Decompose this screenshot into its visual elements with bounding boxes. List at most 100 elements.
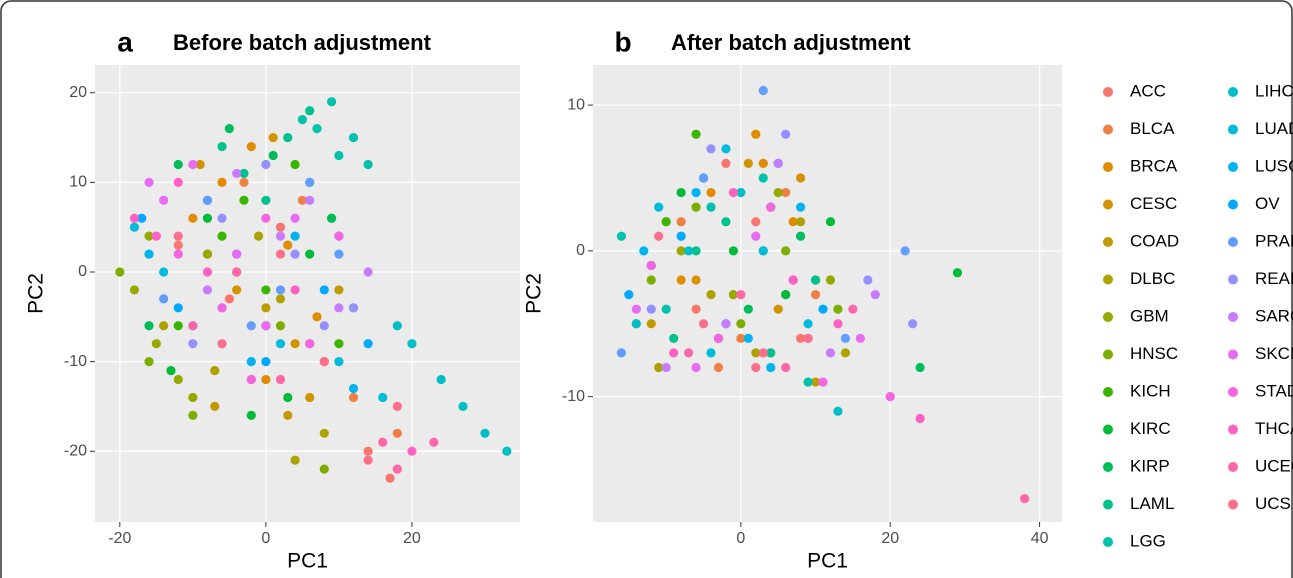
point — [698, 173, 709, 183]
point — [743, 304, 753, 314]
y-tick-label: -20 — [64, 442, 87, 459]
point — [691, 362, 701, 373]
point — [736, 333, 746, 343]
point — [217, 141, 227, 152]
point — [766, 348, 776, 358]
point — [691, 202, 701, 212]
legend-swatch — [1228, 312, 1238, 322]
point — [721, 158, 731, 168]
point — [810, 377, 821, 387]
x-tick-label: 0 — [736, 530, 745, 547]
legend-swatch — [1103, 237, 1113, 247]
point — [810, 275, 821, 285]
point — [275, 294, 286, 304]
point — [736, 319, 746, 329]
point — [210, 365, 220, 376]
x-axis-label: PC1 — [287, 550, 328, 573]
point — [706, 144, 716, 154]
legend-label: LUSC — [1255, 156, 1293, 175]
x-tick-label: 20 — [403, 530, 421, 547]
point — [305, 177, 315, 187]
point — [616, 231, 626, 241]
point — [721, 217, 731, 227]
point — [818, 304, 828, 314]
legend-label: LIHC — [1255, 81, 1293, 100]
point — [743, 158, 753, 168]
point — [232, 267, 242, 277]
legend-swatch — [1103, 462, 1113, 472]
legend-label: COAD — [1130, 231, 1179, 250]
x-axis-label: PC1 — [807, 550, 848, 573]
y-tick-label: 0 — [576, 242, 585, 259]
point — [275, 285, 286, 295]
point — [646, 319, 656, 329]
y-tick-label: 0 — [78, 263, 87, 280]
point — [915, 413, 925, 424]
point — [173, 231, 183, 241]
point — [217, 339, 227, 349]
point — [290, 213, 300, 223]
point — [202, 195, 213, 205]
point — [246, 374, 256, 385]
point — [297, 195, 307, 205]
point — [631, 304, 641, 314]
point — [706, 187, 716, 198]
point — [275, 249, 286, 259]
point — [758, 348, 768, 358]
point — [721, 144, 731, 154]
point — [319, 428, 329, 438]
point — [283, 410, 293, 420]
point — [326, 213, 337, 223]
point — [429, 437, 439, 447]
point — [654, 202, 664, 212]
point — [825, 217, 836, 227]
point — [151, 231, 161, 241]
x-tick-label: 20 — [881, 530, 899, 547]
point — [305, 106, 315, 116]
point — [766, 362, 776, 373]
point — [624, 289, 634, 300]
point — [261, 213, 271, 223]
point — [261, 285, 271, 295]
point — [334, 249, 344, 259]
point — [639, 246, 649, 256]
point — [818, 377, 828, 387]
point — [407, 446, 417, 456]
point — [855, 333, 865, 343]
point — [385, 473, 395, 483]
point — [691, 246, 701, 256]
point — [736, 289, 746, 300]
legend-swatch — [1103, 199, 1113, 210]
point — [224, 294, 234, 304]
point — [159, 195, 169, 205]
point — [363, 446, 373, 456]
x-tick-label: 40 — [1031, 530, 1049, 547]
legend-label: READ — [1255, 269, 1293, 288]
point — [803, 319, 813, 329]
point — [305, 249, 315, 259]
point — [275, 321, 286, 331]
point — [796, 217, 806, 227]
point — [319, 464, 329, 474]
point — [773, 187, 783, 198]
point — [691, 275, 701, 285]
legend-swatch — [1103, 537, 1113, 547]
point — [908, 319, 918, 329]
point — [334, 357, 344, 367]
point — [195, 159, 205, 170]
point — [348, 303, 359, 313]
point — [691, 129, 701, 139]
legend-swatch — [1103, 162, 1113, 172]
point — [173, 321, 183, 331]
point — [290, 231, 300, 241]
point — [188, 410, 198, 420]
legend-swatch — [1228, 87, 1238, 97]
point — [758, 246, 768, 256]
point — [713, 333, 724, 343]
legend-label: DLBC — [1130, 269, 1175, 288]
point — [870, 289, 880, 300]
point — [751, 231, 761, 241]
point — [188, 392, 198, 403]
legend-swatch — [1228, 387, 1238, 397]
